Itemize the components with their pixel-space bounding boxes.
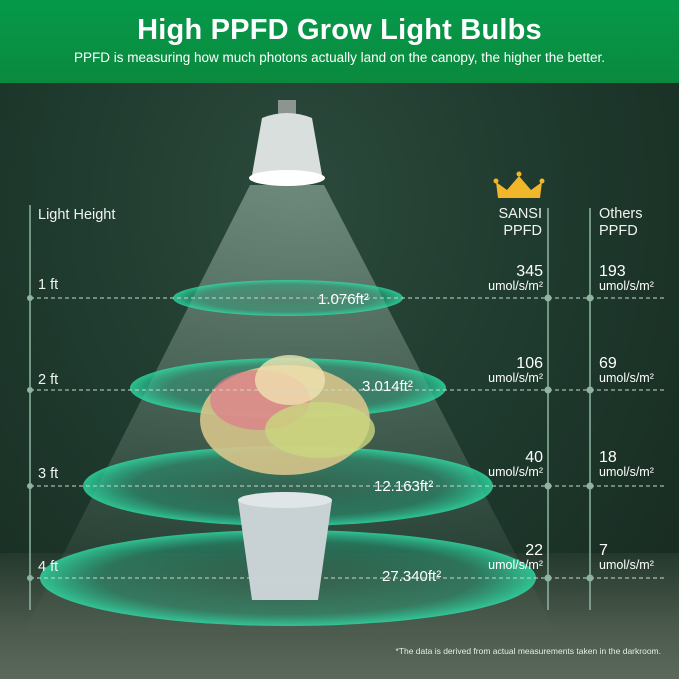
others-value-4ft: 7 umol/s/m² (599, 543, 654, 572)
others-ppfd-label: Others PPFD (599, 206, 643, 240)
area-1ft: 1.076ft² (318, 291, 369, 308)
others-number: 18 (599, 449, 617, 466)
page-subtitle: PPFD is measuring how much photons actua… (73, 50, 606, 65)
others-value-3ft: 18 umol/s/m² (599, 450, 654, 479)
plant-image (200, 355, 375, 600)
sansi-number: 106 (516, 355, 543, 372)
unit-label: umol/s/m² (599, 371, 654, 385)
area-3ft: 12.163ft² (374, 478, 434, 495)
unit-label: umol/s/m² (488, 279, 543, 293)
sansi-number: 345 (516, 263, 543, 280)
sansi-label: SANSI (498, 206, 542, 222)
ppfd-label: PPFD (503, 223, 542, 239)
height-3ft: 3 ft (38, 466, 59, 482)
unit-label: umol/s/m² (488, 465, 543, 479)
others-label: Others (599, 206, 643, 222)
crown-icon (493, 171, 545, 198)
sansi-value-4ft: 22 umol/s/m² (488, 543, 543, 572)
unit-label: umol/s/m² (599, 558, 654, 572)
sansi-number: 22 (525, 542, 543, 559)
unit-label: umol/s/m² (599, 465, 654, 479)
sansi-ppfd-label: SANSI PPFD (492, 206, 542, 240)
area-4ft: 27.340ft² (382, 568, 442, 585)
bulb-icon (249, 100, 325, 186)
others-number: 193 (599, 263, 626, 280)
unit-label: umol/s/m² (488, 371, 543, 385)
row-dots (27, 294, 594, 582)
others-number: 7 (599, 542, 608, 559)
others-value-1ft: 193 umol/s/m² (599, 264, 654, 293)
page-title: High PPFD Grow Light Bulbs (137, 14, 542, 46)
sansi-value-1ft: 345 umol/s/m² (488, 264, 543, 293)
unit-label: umol/s/m² (488, 558, 543, 572)
header-banner: High PPFD Grow Light Bulbs PPFD is measu… (0, 0, 679, 83)
others-number: 69 (599, 355, 617, 372)
unit-label: umol/s/m² (599, 279, 654, 293)
height-2ft: 2 ft (38, 372, 59, 388)
height-1ft: 1 ft (38, 277, 59, 293)
others-value-2ft: 69 umol/s/m² (599, 356, 654, 385)
light-height-label: Light Height (38, 207, 116, 223)
ppfd-label: PPFD (599, 223, 638, 239)
sansi-value-3ft: 40 umol/s/m² (488, 450, 543, 479)
sansi-value-2ft: 106 umol/s/m² (488, 356, 543, 385)
row-lines (30, 297, 665, 579)
coverage-ring-3ft (83, 446, 493, 526)
height-4ft: 4 ft (38, 559, 59, 575)
coverage-ring-1ft (173, 280, 403, 316)
footnote: *The data is derived from actual measure… (395, 646, 661, 656)
sansi-number: 40 (525, 449, 543, 466)
area-2ft: 3.014ft² (362, 378, 413, 395)
